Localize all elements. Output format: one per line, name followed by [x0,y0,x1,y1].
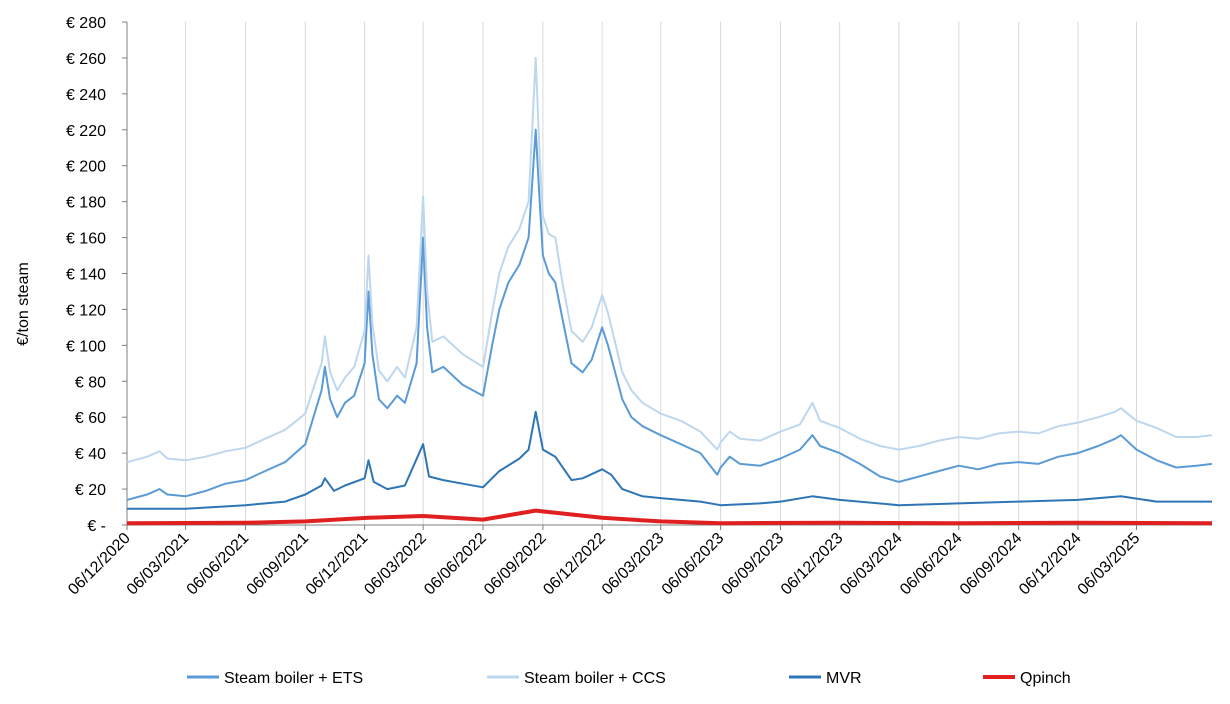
y-tick-label: € 180 [66,195,106,212]
y-tick-label: € 280 [66,15,106,32]
legend-item: Steam boiler + ETS [187,670,363,687]
legend-item: Qpinch [983,670,1071,687]
legend-label: Qpinch [1020,670,1071,687]
y-tick-label: € 60 [75,410,106,427]
axes [122,21,1212,530]
series-line-qpinch [126,508,1213,526]
x-tick-label: 06/12/2024 [1016,530,1085,599]
series-lines [126,56,1213,526]
gridlines [185,22,1137,525]
x-tick-label: 06/12/2022 [540,530,609,599]
x-tick-label: 06/06/2021 [184,530,253,599]
x-tick-label: 06/03/2023 [599,530,668,599]
x-tick-label: 06/03/2024 [837,530,906,599]
legend-label: Steam boiler + ETS [224,670,363,687]
x-tick-label: 06/09/2024 [957,530,1026,599]
x-tick-label: 06/09/2021 [244,530,313,599]
y-tick-label: € 80 [75,374,106,391]
series-line-mvr [127,410,1212,510]
y-tick-label: € 20 [75,482,106,499]
x-tick-label: 06/09/2022 [481,530,550,599]
y-axis-label: €/ton steam [15,262,32,346]
x-tick-labels: 06/12/202006/03/202106/06/202106/09/2021… [65,530,1143,599]
x-tick-label: 06/09/2023 [719,530,788,599]
y-tick-label: € 100 [66,338,106,355]
y-tick-label: € 200 [66,159,106,176]
y-tick-label: € 140 [66,267,106,284]
legend-label: MVR [826,670,862,687]
y-tick-label: € - [87,518,106,535]
legend-item: Steam boiler + CCS [487,670,666,687]
x-tick-label: 06/06/2023 [659,530,728,599]
x-tick-label: 06/03/2022 [361,530,430,599]
x-tick-label: 06/03/2025 [1075,530,1144,599]
y-tick-label: € 220 [66,123,106,140]
legend-item: MVR [789,670,862,687]
x-tick-label: 06/12/2023 [778,530,847,599]
y-tick-label: € 160 [66,231,106,248]
legend-label: Steam boiler + CCS [524,670,666,687]
x-tick-label: 06/06/2022 [421,530,490,599]
legend: Steam boiler + ETS Steam boiler + CCS MVR Q… [187,670,1071,687]
y-tick-labels: € - € 20 € 40 € 60 € 80 € 100 € 120 € 140 € 160 €… [66,15,106,535]
x-tick-label: 06/12/2020 [65,530,134,599]
y-tick-label: € 120 [66,302,106,319]
y-tick-label: € 40 [75,446,106,463]
x-tick-label: 06/03/2021 [124,530,193,599]
y-tick-label: € 240 [66,87,106,104]
y-tick-label: € 260 [66,51,106,68]
x-tick-label: 06/06/2024 [897,530,966,599]
series-line-steam-boiler-ets [126,128,1213,501]
series-line-steam-boiler-ccs [126,56,1213,464]
x-tick-label: 06/12/2021 [303,530,372,599]
